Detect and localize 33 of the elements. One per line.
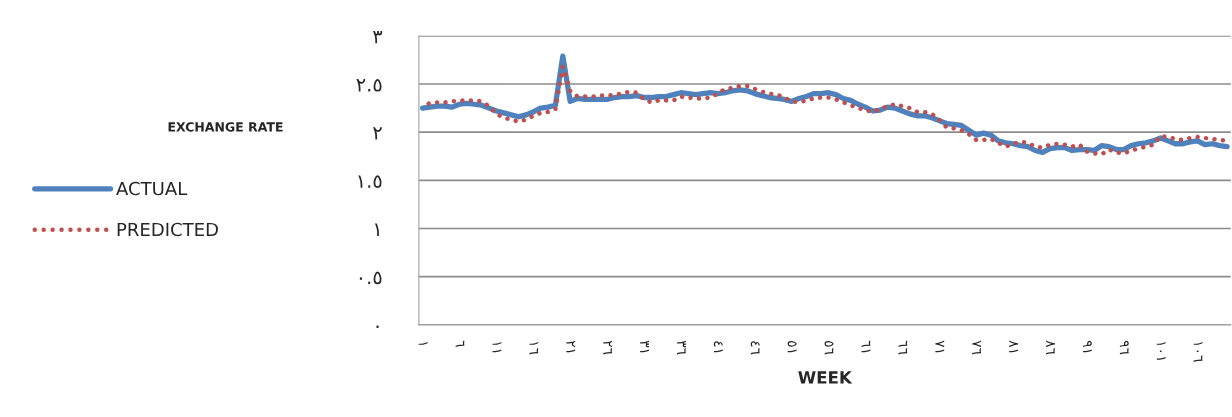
x-tick-label: ٩١ bbox=[1083, 340, 1092, 353]
x-tick-label: ٥٦ bbox=[824, 341, 834, 355]
x-tick-label: ٢٦ bbox=[603, 340, 613, 355]
x-axis-title: WEEK bbox=[798, 371, 853, 384]
x-tick-label: ٦٦ bbox=[898, 340, 908, 355]
x-tick-label: ١١ bbox=[492, 342, 502, 353]
x-tick-label: ٤٦ bbox=[750, 341, 760, 355]
x-tick-label: ٦١ bbox=[861, 340, 871, 353]
y-tick-label: ٠ bbox=[376, 325, 379, 328]
y-tick-label: ٠.٥ bbox=[359, 271, 382, 285]
text: EXCHANGE RATE bbox=[168, 122, 283, 132]
x-tick-label: ٤١ bbox=[713, 341, 723, 353]
x-tick-label: ٢١ bbox=[566, 340, 576, 353]
legend-label: ACTUAL bbox=[116, 181, 188, 196]
x-tick-label: ٥١ bbox=[787, 341, 797, 353]
x-tick-label: ٨٦ bbox=[1046, 340, 1055, 355]
x-tick-label: ٣٦ bbox=[677, 340, 686, 355]
x-tick-label: ٩٦ bbox=[1119, 340, 1129, 355]
y-tick-label: ٢.٥ bbox=[356, 78, 382, 92]
y-tick-label: ١ bbox=[374, 223, 379, 236]
x-tick-label: ١٦ bbox=[529, 342, 539, 355]
x-tick-label: ١ bbox=[418, 342, 428, 345]
x-tick-label: ١٠٦ bbox=[1193, 342, 1203, 362]
x-tick-label: ١٠١ bbox=[1156, 342, 1166, 360]
y-tick-label: ١.٥ bbox=[358, 175, 382, 188]
y-tick-label: ٢ bbox=[373, 127, 382, 140]
x-tick-label: ٣١ bbox=[640, 340, 649, 353]
y-tick-label: ٣ bbox=[373, 30, 383, 44]
x-tick-label: ٧٦ bbox=[972, 340, 982, 355]
legend-label: PREDICTED bbox=[117, 222, 218, 237]
x-tick-label: ٧١ bbox=[935, 340, 945, 353]
x-tick-label: ٨١ bbox=[1009, 340, 1019, 353]
x-tick-label: ٦ bbox=[455, 340, 465, 347]
